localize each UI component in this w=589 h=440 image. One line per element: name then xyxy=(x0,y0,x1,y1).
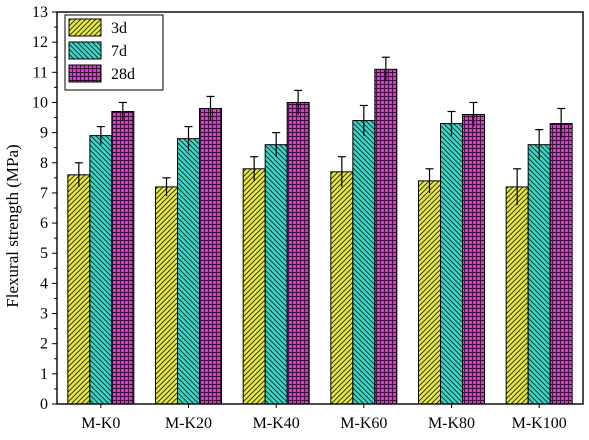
bar-7d-M-K0 xyxy=(89,135,113,405)
bar-28d-M-K40 xyxy=(286,101,310,405)
y-tick-label: 10 xyxy=(32,94,48,111)
y-tick-label: 13 xyxy=(32,4,48,21)
bar-3d-M-K20 xyxy=(155,186,178,405)
bar-7d-M-K60 xyxy=(352,120,376,405)
legend-swatch-7d xyxy=(68,41,102,60)
bar-28d-M-K20 xyxy=(199,107,222,405)
y-tick-label: 2 xyxy=(40,336,48,353)
x-tick-label: M-K0 xyxy=(81,415,120,432)
plot-frame xyxy=(56,11,584,405)
bar-3d-M-K100 xyxy=(505,186,529,405)
bar-7d-M-K100 xyxy=(527,144,551,405)
legend-label-28d: 28d xyxy=(111,66,135,83)
bar-28d-M-K100 xyxy=(549,123,573,405)
bar-7d-M-K40 xyxy=(264,144,288,405)
bar-3d-M-K60 xyxy=(330,171,354,405)
bar-3d-M-K40 xyxy=(242,168,266,405)
x-tick-label: M-K80 xyxy=(428,415,475,432)
bar-3d-M-K0 xyxy=(67,174,91,405)
y-tick-label: 4 xyxy=(40,275,48,292)
bar-28d-M-K0 xyxy=(111,111,135,405)
legend-label-7d: 7d xyxy=(111,43,127,60)
y-tick-label: 7 xyxy=(40,185,48,202)
y-tick-label: 12 xyxy=(32,34,48,51)
bar-28d-M-K80 xyxy=(462,114,485,405)
x-tick-label: M-K20 xyxy=(165,415,212,432)
legend-label-3d: 3d xyxy=(111,20,127,37)
bar-7d-M-K80 xyxy=(440,123,463,405)
legend-swatch-3d xyxy=(68,18,102,37)
legend-swatch-28d xyxy=(68,64,102,83)
y-tick-label: 9 xyxy=(40,125,48,142)
x-tick-label: M-K60 xyxy=(340,415,387,432)
bar-3d-M-K80 xyxy=(418,180,441,405)
y-axis-title: Flexural strength (MPa) xyxy=(3,144,22,307)
y-tick-label: 1 xyxy=(40,366,48,383)
plot-area: M-K0 M-K20 M-K40 M-K60 M-K80 M-K1000123456789… xyxy=(32,4,584,432)
bar-28d-M-K60 xyxy=(374,68,398,405)
y-tick-label: 5 xyxy=(40,245,48,262)
y-tick-label: 6 xyxy=(40,215,48,232)
y-tick-label: 0 xyxy=(40,396,48,413)
x-tick-label: M-K100 xyxy=(512,415,567,432)
y-tick-label: 3 xyxy=(40,306,48,323)
y-tick-label: 11 xyxy=(33,64,48,81)
x-tick-label: M-K40 xyxy=(253,415,300,432)
y-tick-label: 8 xyxy=(40,155,48,172)
bar-7d-M-K20 xyxy=(177,138,200,405)
